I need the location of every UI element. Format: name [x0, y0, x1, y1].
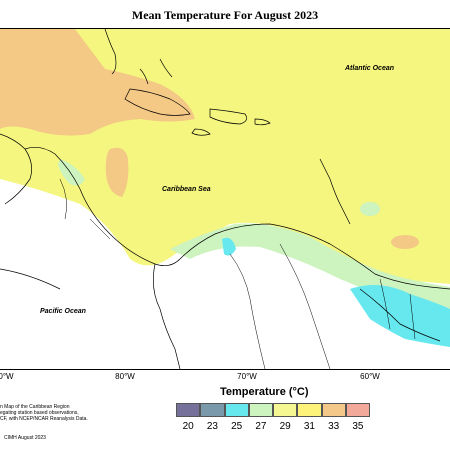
map-title: Mean Temperature For August 2023 — [131, 8, 319, 22]
legend-swatch-2 — [224, 403, 249, 417]
legend-swatch-1 — [200, 403, 225, 417]
hot-region-gulf — [0, 29, 195, 136]
legend-value-31: 31 — [303, 421, 315, 432]
legend-value-25: 25 — [231, 421, 243, 432]
legend-value-23: 23 — [206, 421, 218, 432]
atlantic-ocean-label: Atlantic Ocean — [345, 65, 395, 72]
legend-swatch-6 — [321, 403, 346, 417]
map-credit: CIMH August 2023 — [4, 435, 46, 441]
legend-value-29: 29 — [279, 421, 291, 432]
lon-tick-70w: 70°W — [237, 372, 257, 381]
caribbean-sea-label: Caribbean Sea — [162, 186, 211, 193]
legend-swatch-7 — [345, 403, 370, 417]
lake-maracaibo-region — [222, 237, 236, 256]
legend-value-27: 27 — [255, 421, 267, 432]
cool-spot-east — [360, 202, 380, 216]
coastlines — [0, 29, 450, 369]
legend-title: Temperature (°C) — [220, 386, 309, 398]
lon-tick-60w: 60°W — [360, 372, 380, 381]
lon-tick-0: 0°W — [0, 372, 14, 381]
pacific-ocean-label: Pacific Ocean — [40, 308, 86, 315]
legend-swatch-3 — [248, 403, 273, 417]
pacific-and-south-america-mask — [0, 179, 450, 369]
hot-region-central — [105, 147, 129, 197]
land-warm-band — [170, 223, 450, 329]
lon-tick-80w: 80°W — [115, 372, 135, 381]
temperature-map: Atlantic Ocean Caribbean Sea Pacific Oce… — [0, 28, 450, 370]
legend-swatch-4 — [273, 403, 298, 417]
legend-value-35: 35 — [352, 421, 364, 432]
legend-value-33: 33 — [328, 421, 340, 432]
legend-value-20: 20 — [182, 421, 194, 432]
legend-swatch-0 — [176, 403, 201, 417]
legend-swatch-5 — [297, 403, 322, 417]
map-description: n Map of the Caribbean Region egating st… — [0, 404, 88, 422]
map-svg — [0, 29, 450, 369]
hot-region-east — [391, 235, 419, 249]
legend-color-bar — [176, 403, 370, 417]
central-america-warm — [58, 159, 85, 186]
country-borders — [59, 178, 416, 369]
